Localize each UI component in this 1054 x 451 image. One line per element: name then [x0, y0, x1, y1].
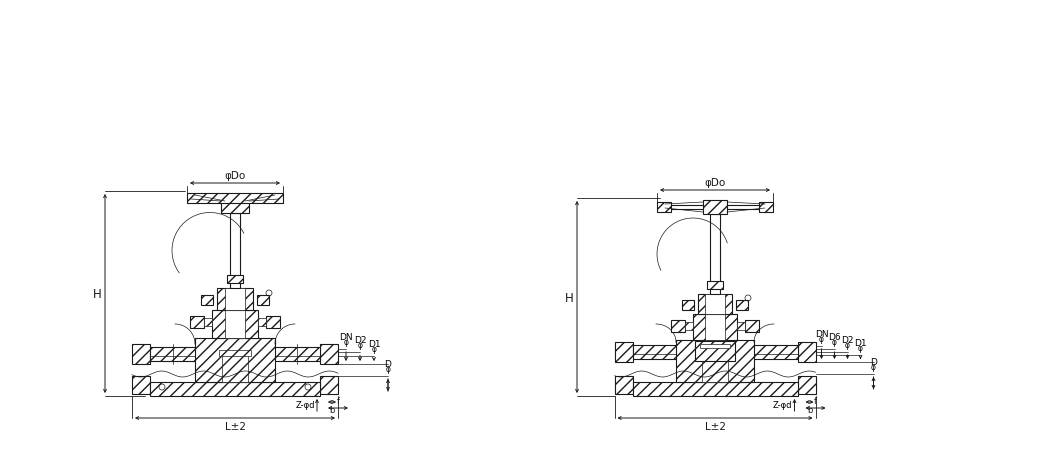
Bar [258, 318, 266, 326]
Bar [187, 193, 284, 203]
Text: φ: φ [344, 337, 349, 346]
Text: b: b [806, 405, 813, 414]
Bar [221, 202, 249, 213]
Text: L±2: L±2 [704, 421, 725, 431]
Text: f: f [814, 396, 817, 405]
Text: φDo: φDo [225, 170, 246, 180]
Text: φ: φ [386, 364, 390, 373]
Bar [737, 322, 745, 330]
Bar [614, 342, 632, 362]
Bar [227, 276, 243, 283]
Text: φ: φ [832, 337, 837, 346]
Text: DN: DN [815, 329, 828, 338]
Bar [702, 356, 728, 382]
Text: φ: φ [845, 340, 850, 349]
Text: D: D [385, 359, 391, 368]
Bar [707, 281, 723, 290]
Bar [692, 314, 737, 340]
Bar [132, 344, 150, 364]
Bar [671, 206, 703, 210]
Bar [257, 295, 269, 305]
Text: D1: D1 [854, 339, 866, 348]
Bar [798, 376, 816, 394]
Bar [201, 295, 213, 305]
Bar [685, 322, 692, 330]
Bar [219, 350, 251, 356]
Bar [710, 215, 720, 295]
Text: H: H [565, 291, 574, 304]
Bar [320, 376, 338, 394]
Text: Z-φd: Z-φd [773, 400, 793, 410]
Text: D1: D1 [368, 339, 380, 348]
Bar [132, 376, 150, 394]
Text: D: D [870, 357, 877, 366]
Bar [745, 320, 759, 332]
Bar [798, 342, 816, 362]
Bar [703, 201, 727, 215]
Text: D6: D6 [828, 332, 841, 341]
Bar [698, 295, 731, 314]
Bar [682, 300, 694, 310]
Bar [759, 202, 773, 212]
Text: φ: φ [858, 344, 863, 353]
Bar [705, 314, 725, 340]
Bar [727, 206, 759, 210]
Text: φDo: φDo [704, 178, 725, 188]
Text: f: f [336, 396, 339, 405]
Text: φ: φ [819, 334, 824, 343]
Bar [700, 344, 730, 348]
Bar [150, 382, 320, 396]
Bar [695, 341, 735, 361]
Text: φ: φ [357, 341, 363, 350]
Bar [190, 316, 204, 328]
Bar [632, 382, 798, 396]
Text: φ: φ [871, 362, 876, 371]
Bar [671, 320, 685, 332]
Text: Z-φd: Z-φd [295, 400, 315, 410]
Bar [632, 345, 798, 359]
Text: b: b [329, 405, 335, 414]
Bar [736, 300, 748, 310]
Text: D2: D2 [841, 335, 854, 344]
Bar [266, 316, 280, 328]
Bar [212, 310, 258, 338]
Text: φ: φ [371, 344, 376, 353]
Bar [614, 376, 632, 394]
Bar [230, 213, 240, 288]
Text: DN: DN [339, 332, 353, 341]
Bar [204, 318, 212, 326]
Text: H: H [93, 287, 102, 300]
Bar [320, 344, 338, 364]
Bar [225, 310, 245, 338]
Bar [195, 338, 275, 382]
Text: D2: D2 [354, 336, 366, 345]
Bar [217, 288, 253, 310]
Bar [150, 347, 320, 361]
Text: L±2: L±2 [225, 421, 246, 431]
Bar [225, 288, 245, 310]
Bar [676, 340, 754, 382]
Bar [222, 354, 248, 382]
Bar [657, 202, 671, 212]
Bar [705, 295, 725, 314]
